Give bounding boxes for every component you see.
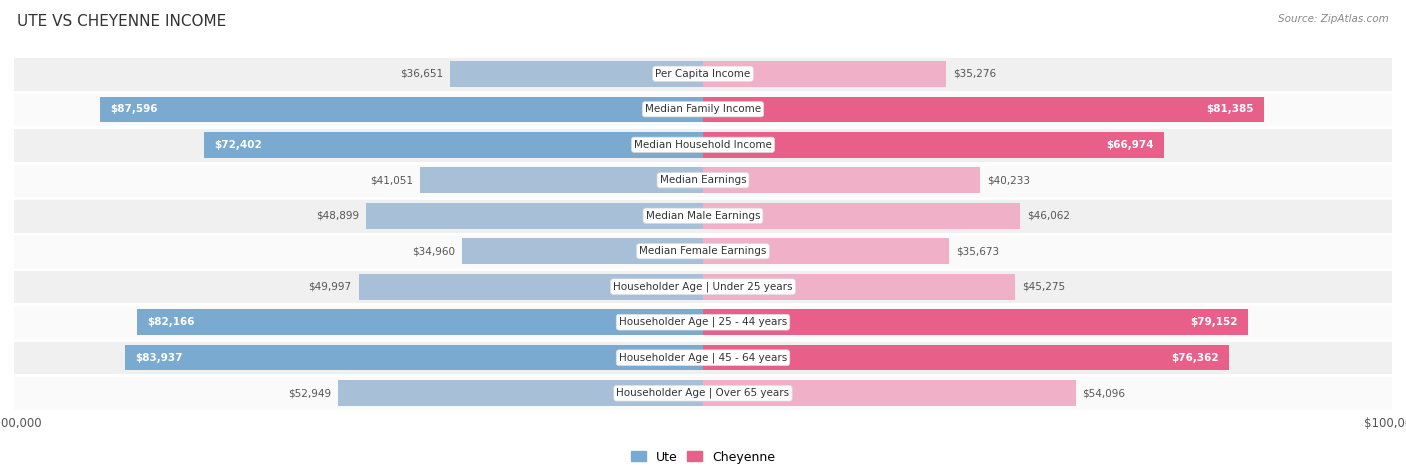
FancyBboxPatch shape — [14, 127, 1392, 163]
Text: $45,275: $45,275 — [1022, 282, 1064, 292]
Bar — [100, 97, 703, 122]
Text: Median Earnings: Median Earnings — [659, 175, 747, 185]
Text: Source: ZipAtlas.com: Source: ZipAtlas.com — [1278, 14, 1389, 24]
Legend: Ute, Cheyenne: Ute, Cheyenne — [626, 446, 780, 467]
Text: $81,385: $81,385 — [1206, 104, 1253, 114]
Text: Householder Age | 25 - 44 years: Householder Age | 25 - 44 years — [619, 317, 787, 327]
FancyBboxPatch shape — [14, 304, 1392, 340]
Bar — [703, 203, 1021, 228]
Bar — [204, 132, 703, 157]
Bar — [136, 310, 703, 335]
Text: $79,152: $79,152 — [1191, 317, 1237, 327]
Bar — [703, 168, 980, 193]
Text: $35,276: $35,276 — [953, 69, 995, 79]
Text: Median Male Earnings: Median Male Earnings — [645, 211, 761, 221]
Text: $46,062: $46,062 — [1028, 211, 1070, 221]
FancyBboxPatch shape — [14, 198, 1392, 234]
FancyBboxPatch shape — [14, 234, 1392, 269]
Text: $40,233: $40,233 — [987, 175, 1031, 185]
Bar — [703, 239, 949, 264]
Text: Householder Age | 45 - 64 years: Householder Age | 45 - 64 years — [619, 353, 787, 363]
Bar — [450, 61, 703, 86]
Bar — [703, 132, 1164, 157]
Text: $76,362: $76,362 — [1171, 353, 1219, 363]
Bar — [420, 168, 703, 193]
FancyBboxPatch shape — [14, 375, 1392, 411]
Text: $66,974: $66,974 — [1107, 140, 1154, 150]
Bar — [703, 310, 1249, 335]
Bar — [366, 203, 703, 228]
Bar — [359, 274, 703, 299]
FancyBboxPatch shape — [14, 163, 1392, 198]
Text: $49,997: $49,997 — [308, 282, 352, 292]
Text: $87,596: $87,596 — [110, 104, 157, 114]
Text: $34,960: $34,960 — [412, 246, 456, 256]
Text: $72,402: $72,402 — [215, 140, 263, 150]
Bar — [703, 274, 1015, 299]
Bar — [703, 381, 1076, 406]
Text: $52,949: $52,949 — [288, 388, 332, 398]
Text: $82,166: $82,166 — [148, 317, 195, 327]
Text: Per Capita Income: Per Capita Income — [655, 69, 751, 79]
Text: $83,937: $83,937 — [135, 353, 183, 363]
Bar — [125, 345, 703, 370]
Text: $41,051: $41,051 — [370, 175, 413, 185]
Bar — [703, 61, 946, 86]
Text: $54,096: $54,096 — [1083, 388, 1126, 398]
Text: Median Female Earnings: Median Female Earnings — [640, 246, 766, 256]
FancyBboxPatch shape — [14, 92, 1392, 127]
Text: UTE VS CHEYENNE INCOME: UTE VS CHEYENNE INCOME — [17, 14, 226, 29]
Bar — [463, 239, 703, 264]
FancyBboxPatch shape — [14, 340, 1392, 375]
FancyBboxPatch shape — [14, 56, 1392, 92]
FancyBboxPatch shape — [14, 269, 1392, 304]
Bar — [703, 345, 1229, 370]
Text: $48,899: $48,899 — [316, 211, 359, 221]
Bar — [703, 97, 1264, 122]
Text: Median Household Income: Median Household Income — [634, 140, 772, 150]
Bar — [339, 381, 703, 406]
Text: Householder Age | Under 25 years: Householder Age | Under 25 years — [613, 282, 793, 292]
Text: Median Family Income: Median Family Income — [645, 104, 761, 114]
Text: $35,673: $35,673 — [956, 246, 998, 256]
Text: $36,651: $36,651 — [401, 69, 444, 79]
Text: Householder Age | Over 65 years: Householder Age | Over 65 years — [616, 388, 790, 398]
